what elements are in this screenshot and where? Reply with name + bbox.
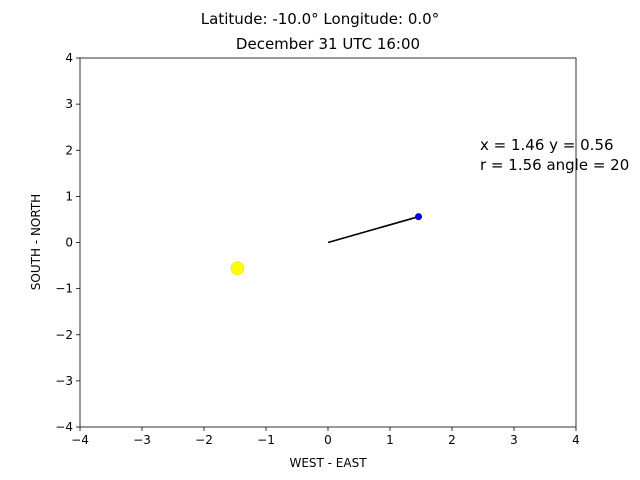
chart-title: Latitude: -10.0° Longitude: 0.0°	[201, 10, 439, 28]
y-tick-label: 1	[65, 189, 73, 203]
endpoint-marker	[415, 213, 423, 221]
x-tick-label: −3	[133, 433, 151, 447]
axes-frame	[79, 57, 577, 428]
vector-line	[327, 215, 419, 244]
x-tick-label: −4	[71, 433, 89, 447]
y-tick-label: 0	[65, 236, 73, 250]
y-tick-label: 2	[65, 143, 73, 157]
chart-subtitle: December 31 UTC 16:00	[236, 35, 420, 53]
x-tick-label: 2	[448, 433, 456, 447]
x-tick-label: −2	[195, 433, 213, 447]
y-tick-label: −3	[55, 374, 73, 388]
x-axis-label: WEST - EAST	[289, 456, 367, 470]
y-tick-label: −1	[55, 282, 73, 296]
annotation-line-1: x = 1.46 y = 0.56	[480, 136, 614, 154]
y-tick-label: 3	[65, 97, 73, 111]
x-tick-label: −1	[257, 433, 275, 447]
plot-area: −4 −3 −2 −1 0 1 2 3 4 −4 −3 −2 −1 0 1 2 3 4	[55, 51, 580, 447]
y-tick-label: −4	[55, 420, 73, 434]
x-tick-label: 1	[386, 433, 394, 447]
y-tick-label: 4	[65, 51, 73, 65]
x-tick-label: 0	[324, 433, 332, 447]
y-tick-label: −2	[55, 328, 73, 342]
x-tick-label: 3	[510, 433, 518, 447]
x-tick-label: 4	[572, 433, 580, 447]
annotation-line-2: r = 1.56 angle = 20	[480, 156, 629, 174]
sun-marker	[230, 261, 245, 276]
y-axis-label: SOUTH - NORTH	[29, 194, 43, 290]
